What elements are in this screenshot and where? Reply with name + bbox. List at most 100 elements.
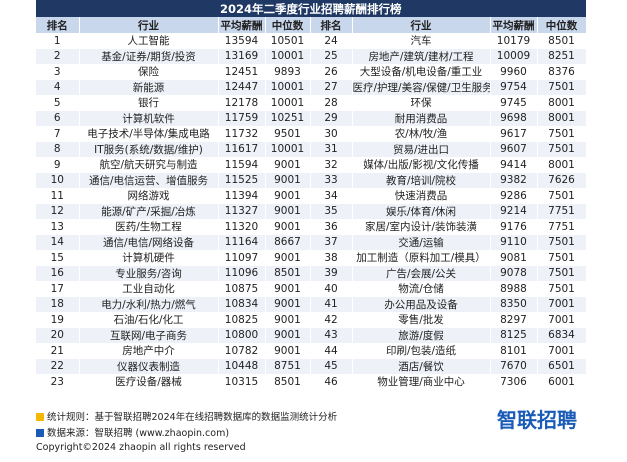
table-cell: 46: [310, 374, 353, 390]
table-cell: 8350: [490, 296, 538, 312]
table-cell: 9607: [490, 141, 538, 157]
table-cell: 9382: [490, 172, 538, 188]
table-cell: 9001: [265, 343, 311, 359]
table-cell: 12178: [218, 95, 266, 111]
table-cell: 12: [36, 203, 80, 219]
table-cell: 10251: [265, 110, 311, 126]
table-row: 3 保险 12451 9893 26 大型设备/机电设备/重工业 9960 8376: [36, 64, 587, 80]
table-cell: 9110: [490, 234, 538, 250]
table-cell: 13594: [218, 33, 266, 49]
table-cell: 12447: [218, 79, 266, 95]
table-cell: 7001: [537, 296, 587, 312]
table-row: 13 医药/生物工程 11320 9001 36 家居/室内设计/装饰装潢 9176 7751: [36, 219, 587, 235]
table-cell: 医疗设备/器械: [79, 374, 219, 390]
table-cell: 8251: [537, 48, 587, 64]
table-row: 20 互联网/电子商务 10800 9001 43 旅游/度假 8125 6834: [36, 327, 587, 343]
table-cell: 8: [36, 141, 80, 157]
table-cell: 8501: [265, 374, 311, 390]
table-cell: 9214: [490, 203, 538, 219]
table-cell: 9001: [265, 219, 311, 235]
table-cell: 39: [310, 265, 353, 281]
table-cell: 零售/批发: [352, 312, 491, 328]
table-cell: 9001: [265, 172, 311, 188]
table-cell: 2: [36, 48, 80, 64]
table-cell: 13169: [218, 48, 266, 64]
table-cell: 7001: [537, 343, 587, 359]
table-cell: 8001: [537, 95, 587, 111]
table-row: 23 医疗设备/器械 10315 8501 46 物业管理/商业中心 7306 6001: [36, 374, 587, 390]
table-cell: 物流/仓储: [352, 281, 491, 297]
table-row: 2 基金/证券/期货/投资 13169 10001 25 房地产/建筑/建材/工程 1000…: [36, 48, 587, 64]
table-cell: 大型设备/机电设备/重工业: [352, 64, 491, 80]
table-cell: 新能源: [79, 79, 219, 95]
table-cell: 25: [310, 48, 353, 64]
table-cell: 9617: [490, 126, 538, 142]
table-cell: 28: [310, 95, 353, 111]
table-cell: 7501: [537, 250, 587, 266]
table-cell: 11164: [218, 234, 266, 250]
table-row: 18 电力/水利/热力/燃气 10834 9001 41 办公用品及设备 8350 7001: [36, 296, 587, 312]
table-cell: 26: [310, 64, 353, 80]
table-row: 4 新能源 12447 10001 27 医疗/护理/美容/保健/卫生服务 9754 7501: [36, 79, 587, 95]
table-cell: 家居/室内设计/装饰装潢: [352, 219, 491, 235]
table-cell: 环保: [352, 95, 491, 111]
table-cell: 10834: [218, 296, 266, 312]
table-row: 19 石油/石化/化工 10825 9001 42 零售/批发 8297 7001: [36, 312, 587, 328]
table-cell: 9745: [490, 95, 538, 111]
table-row: 7 电子技术/半导体/集成电路 11732 9501 30 农/林/牧/渔 9617 7501: [36, 126, 587, 142]
table-cell: 14: [36, 234, 80, 250]
header-cell: 行业: [352, 17, 491, 33]
table-cell: 8501: [265, 265, 311, 281]
table-cell: 电子技术/半导体/集成电路: [79, 126, 219, 142]
table-cell: 7001: [537, 312, 587, 328]
table-cell: 11394: [218, 188, 266, 204]
table-cell: 11594: [218, 157, 266, 173]
table-cell: 35: [310, 203, 353, 219]
table-cell: 7501: [537, 79, 587, 95]
table-cell: 通信/电信运营、增值服务: [79, 172, 219, 188]
table-cell: 1: [36, 33, 80, 49]
table-cell: 7501: [537, 141, 587, 157]
table-cell: 7751: [537, 203, 587, 219]
table-cell: 20: [36, 327, 80, 343]
table-cell: 9698: [490, 110, 538, 126]
table-cell: 10825: [218, 312, 266, 328]
table-cell: 4: [36, 79, 80, 95]
table-cell: 计算机硬件: [79, 250, 219, 266]
footer-source: 数据来源：智联招聘 (www.zhaopin.com): [36, 425, 229, 439]
table-cell: 10001: [265, 48, 311, 64]
table-cell: 网络游戏: [79, 188, 219, 204]
table-cell: 工业自动化: [79, 281, 219, 297]
table-row: 8 IT服务(系统/数据/维护) 11617 10001 31 贸易/进出口 9607 750…: [36, 141, 587, 157]
table-cell: 电力/水利/热力/燃气: [79, 296, 219, 312]
table-cell: 7306: [490, 374, 538, 390]
table-cell: 11320: [218, 219, 266, 235]
table-cell: 仪器仪表制造: [79, 358, 219, 374]
table-cell: 9001: [265, 312, 311, 328]
table-cell: 10501: [265, 33, 311, 49]
table-row: 15 计算机硬件 11097 9001 38 加工制造（原料加工/模具） 9081 7501: [36, 250, 587, 266]
table-cell: 6834: [537, 327, 587, 343]
table-cell: 9001: [265, 157, 311, 173]
table-cell: 43: [310, 327, 353, 343]
table-row: 14 通信/电信/网络设备 11164 8667 37 交通/运输 9110 7501: [36, 234, 587, 250]
table-cell: 31: [310, 141, 353, 157]
table-cell: 8101: [490, 343, 538, 359]
header-row: 排名 行业 平均薪酬 中位数 排名 行业 平均薪酬 中位数: [36, 17, 587, 33]
table-cell: 9001: [265, 250, 311, 266]
table-cell: 9286: [490, 188, 538, 204]
table-cell: 9078: [490, 265, 538, 281]
table-cell: 12451: [218, 64, 266, 80]
table-cell: 23: [36, 374, 80, 390]
table-cell: 专业服务/咨询: [79, 265, 219, 281]
header-cell: 行业: [79, 17, 219, 33]
table-cell: 6: [36, 110, 80, 126]
table-cell: 快速消费品: [352, 188, 491, 204]
table-cell: 11732: [218, 126, 266, 142]
table-cell: 基金/证券/期货/投资: [79, 48, 219, 64]
table-cell: 9501: [265, 126, 311, 142]
table-row: 21 房地产中介 10782 9001 44 印刷/包装/造纸 8101 7001: [36, 343, 587, 359]
table-cell: 34: [310, 188, 353, 204]
table-row: 10 通信/电信运营、增值服务 11525 9001 33 教育/培训/院校 9382 762…: [36, 172, 587, 188]
